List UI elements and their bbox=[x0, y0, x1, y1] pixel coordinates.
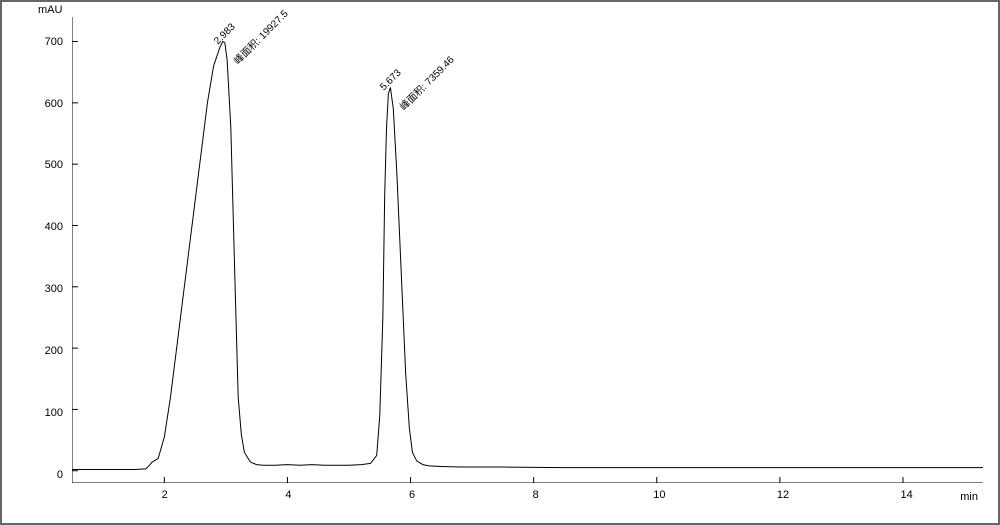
x-tick-label: 12 bbox=[777, 489, 789, 501]
chromatogram-trace bbox=[72, 42, 983, 470]
y-tick-label: 100 bbox=[13, 407, 63, 419]
x-tick-label: 8 bbox=[533, 489, 539, 501]
y-tick-label: 400 bbox=[13, 221, 63, 233]
y-tick-label: 300 bbox=[13, 283, 63, 295]
y-tick-label: 600 bbox=[13, 98, 63, 110]
chromatogram-svg bbox=[72, 17, 983, 483]
x-tick-label: 10 bbox=[653, 489, 665, 501]
x-tick-label: 4 bbox=[285, 489, 291, 501]
x-tick-label: 14 bbox=[901, 489, 913, 501]
x-axis-label: min bbox=[960, 491, 978, 503]
y-tick-label: 200 bbox=[13, 345, 63, 357]
plot-area bbox=[72, 17, 983, 483]
y-tick-label: 700 bbox=[13, 36, 63, 48]
y-tick-label: 0 bbox=[13, 469, 63, 481]
x-tick-label: 2 bbox=[162, 489, 168, 501]
y-tick-label: 500 bbox=[13, 159, 63, 171]
chromatogram-chart: mAU min 0 100 200 300 400 500 600 700 2 4 6 8 10 12 1… bbox=[0, 0, 1000, 525]
x-tick-label: 6 bbox=[409, 489, 415, 501]
y-axis-label: mAU bbox=[38, 4, 62, 16]
